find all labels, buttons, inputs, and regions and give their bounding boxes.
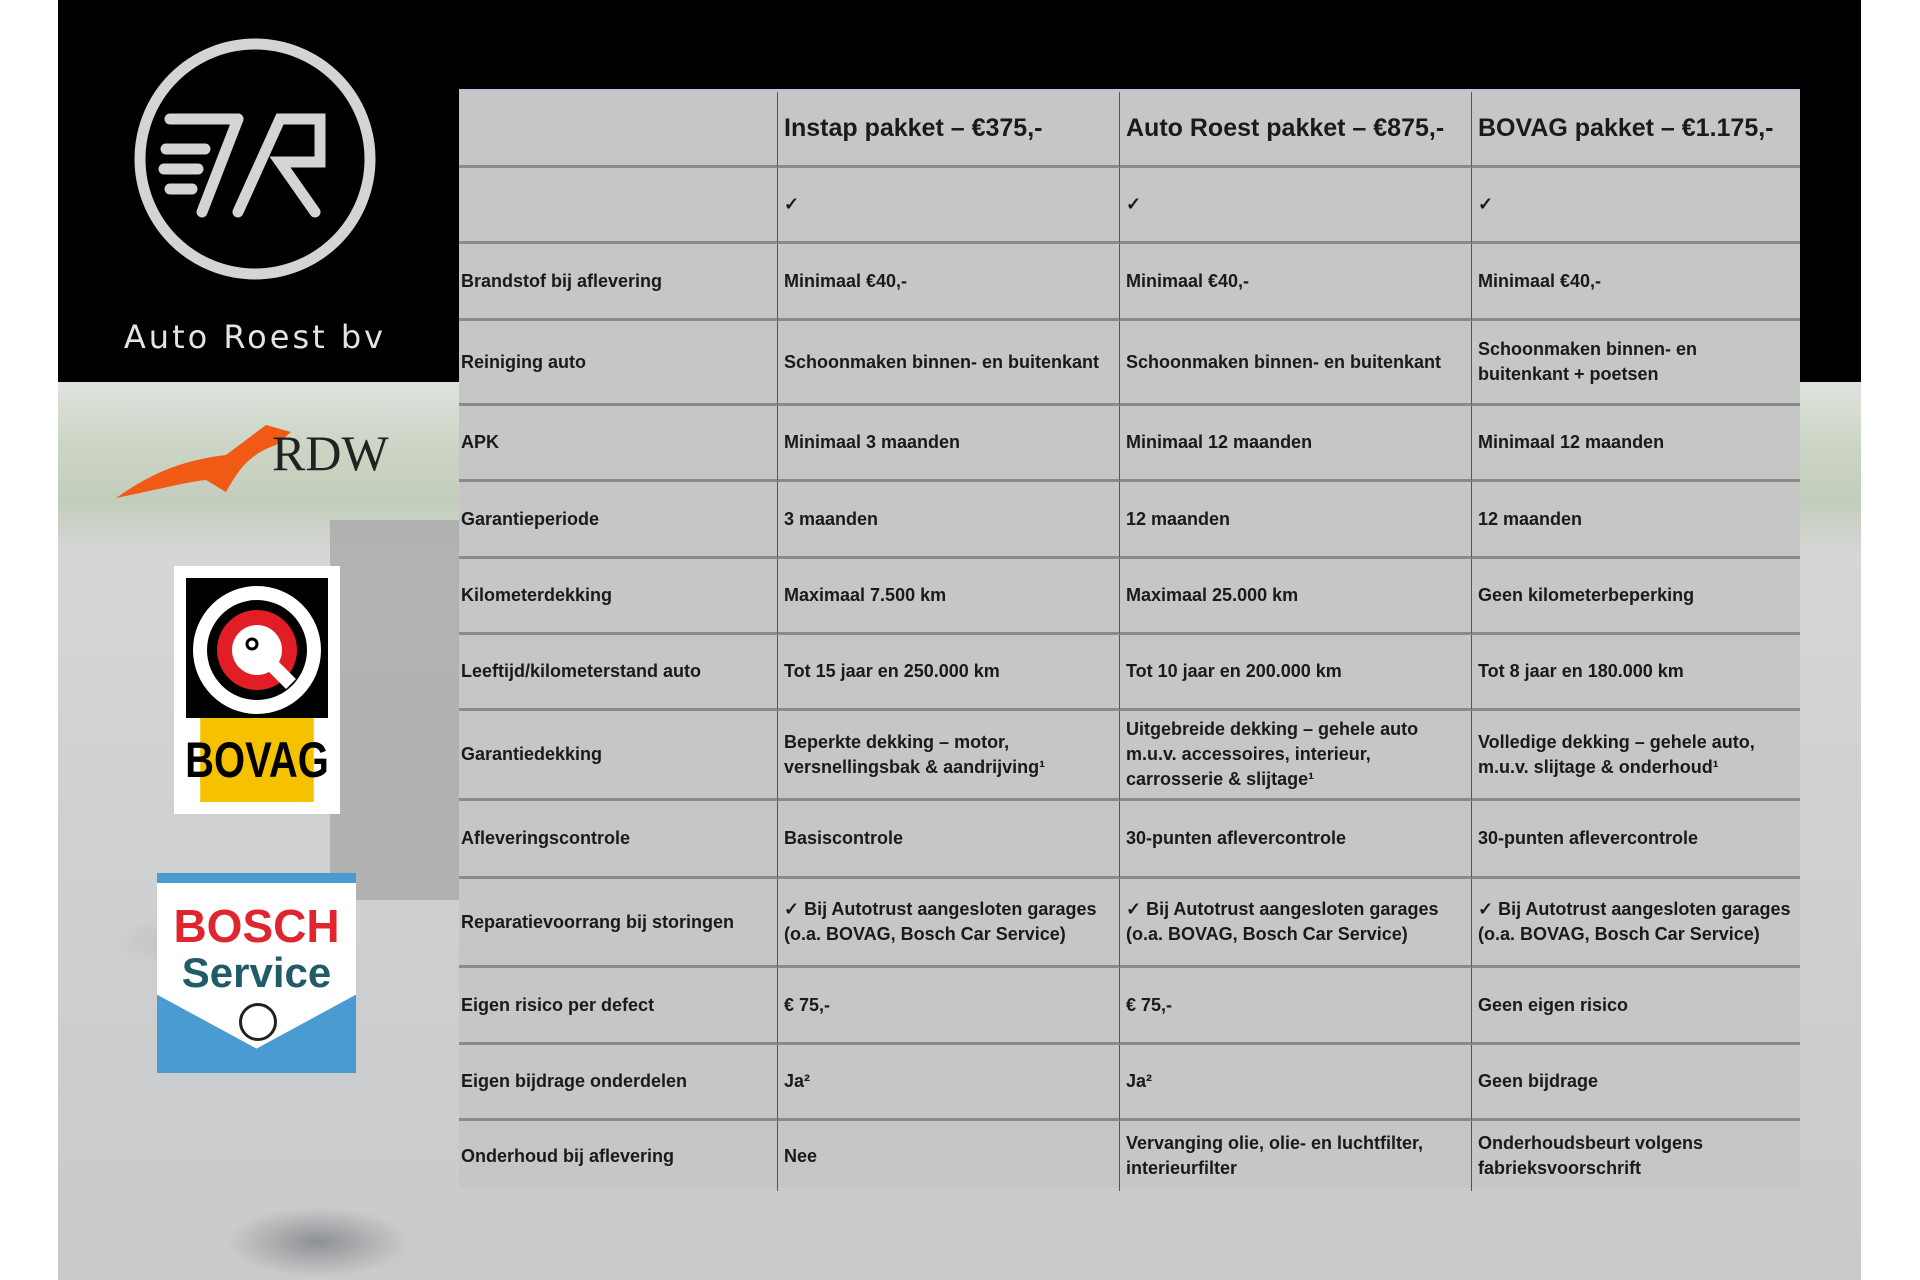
row-label: Eigen bijdrage onderdelen bbox=[459, 1045, 778, 1121]
header-bovag: BOVAG pakket – €1.175,- bbox=[1472, 92, 1800, 168]
table-cell: ✓ Bij Autotrust aangesloten garages (o.a… bbox=[1472, 879, 1800, 968]
bosch-service-logo: BOSCH Service bbox=[157, 873, 356, 1073]
row-label: Onderhoud bij aflevering bbox=[459, 1121, 778, 1191]
table-cell: Tot 10 jaar en 200.000 km bbox=[1120, 635, 1472, 711]
package-comparison-table: Instap pakket – €375,- Auto Roest pakket… bbox=[459, 89, 1800, 1191]
table-cell: Tot 15 jaar en 250.000 km bbox=[778, 635, 1120, 711]
bosch-service-text: Service bbox=[181, 949, 332, 996]
brand-name: Auto Roest bv bbox=[123, 318, 387, 356]
table-cell: Volledige dekking – gehele auto, m.u.v. … bbox=[1472, 711, 1800, 801]
table-cell: ✓ bbox=[778, 168, 1120, 244]
table-cell: Onderhoudsbeurt volgens fabrieksvoorschr… bbox=[1478, 1133, 1704, 1178]
table-cell: Minimaal €40,- bbox=[778, 244, 1120, 321]
table-cell: ✓ bbox=[1120, 168, 1472, 244]
auto-roest-logo-icon bbox=[134, 38, 376, 280]
table-cell: Maximaal 25.000 km bbox=[1120, 559, 1472, 635]
rdw-logo-text: RDW bbox=[272, 425, 389, 481]
table-cell: Geen eigen risico bbox=[1472, 968, 1800, 1045]
header-instap: Instap pakket – €375,- bbox=[778, 92, 1120, 168]
row-label: Garantieperiode bbox=[459, 482, 778, 559]
table-cell: ✓ bbox=[1472, 168, 1800, 244]
table-cell: Minimaal 12 maanden bbox=[1472, 406, 1800, 482]
table-cell: Nee bbox=[778, 1121, 1120, 1191]
bosch-logo-text: BOSCH bbox=[173, 900, 340, 952]
row-label: Reparatievoorrang bij storingen bbox=[459, 879, 778, 968]
table-cell: Minimaal €40,- bbox=[1120, 244, 1472, 321]
table-cell: Maximaal 7.500 km bbox=[778, 559, 1120, 635]
bosch-armature-icon bbox=[239, 1003, 277, 1041]
table-cell: Minimaal €40,- bbox=[1472, 244, 1800, 321]
row-label: APK bbox=[459, 406, 778, 482]
table-cell: Schoonmaken binnen- en buitenkant + poet… bbox=[1472, 321, 1800, 406]
rdw-logo-icon bbox=[116, 425, 291, 498]
row-label: Leeftijd/kilometerstand auto bbox=[459, 635, 778, 711]
table-cell: ✓ Bij Autotrust aangesloten garages (o.a… bbox=[778, 879, 1120, 968]
table-cell: Geen bijdrage bbox=[1472, 1045, 1800, 1121]
table-cell: Schoonmaken binnen- en buitenkant bbox=[1120, 321, 1472, 406]
row-label: Reiniging auto bbox=[459, 321, 778, 406]
table-cell: ✓ Bij Autotrust aangesloten garages (o.a… bbox=[1120, 879, 1472, 968]
showroom-building bbox=[330, 520, 470, 900]
table-cell: Minimaal 12 maanden bbox=[1120, 406, 1472, 482]
table-cell: 12 maanden bbox=[1472, 482, 1800, 559]
bovag-wheel-icon bbox=[193, 586, 321, 714]
bovag-logo-text: BOVAG bbox=[185, 718, 329, 802]
table-cell: Geen kilometerbeperking bbox=[1472, 559, 1800, 635]
bovag-logo: BOVAG bbox=[174, 566, 340, 814]
table-cell: Basiscontrole bbox=[778, 801, 1120, 879]
table-cell: € 75,- bbox=[1120, 968, 1472, 1045]
row-label: Eigen risico per defect bbox=[459, 968, 778, 1045]
table-cell: 30-punten aflevercontrole bbox=[1472, 801, 1800, 879]
table-cell: Minimaal 3 maanden bbox=[778, 406, 1120, 482]
row-label: Afleveringscontrole bbox=[459, 801, 778, 879]
table-cell: Vervanging olie, olie- en luchtfilter, i… bbox=[1120, 1121, 1472, 1191]
table-cell: Schoonmaken binnen- en buitenkant bbox=[778, 321, 1120, 406]
table-cell: 30-punten aflevercontrole bbox=[1120, 801, 1472, 879]
table-cell: Uitgebreide dekking – gehele auto m.u.v.… bbox=[1120, 711, 1472, 801]
header-auto-roest: Auto Roest pakket – €875,- bbox=[1120, 92, 1472, 168]
table-cell: € 75,- bbox=[778, 968, 1120, 1045]
header-empty bbox=[459, 92, 778, 168]
table-cell: Ja² bbox=[1120, 1045, 1472, 1121]
row-label: Kilometerdekking bbox=[459, 559, 778, 635]
table-cell: Beperkte dekking – motor, versnellingsba… bbox=[778, 711, 1120, 801]
row-label: Brandstof bij aflevering bbox=[459, 244, 778, 321]
table-cell: Ja² bbox=[778, 1045, 1120, 1121]
table-cell: 12 maanden bbox=[1120, 482, 1472, 559]
table-cell: 3 maanden bbox=[778, 482, 1120, 559]
row-label: Garantiedekking bbox=[459, 711, 778, 801]
table-cell: Tot 8 jaar en 180.000 km bbox=[1472, 635, 1800, 711]
row-label bbox=[459, 168, 778, 244]
